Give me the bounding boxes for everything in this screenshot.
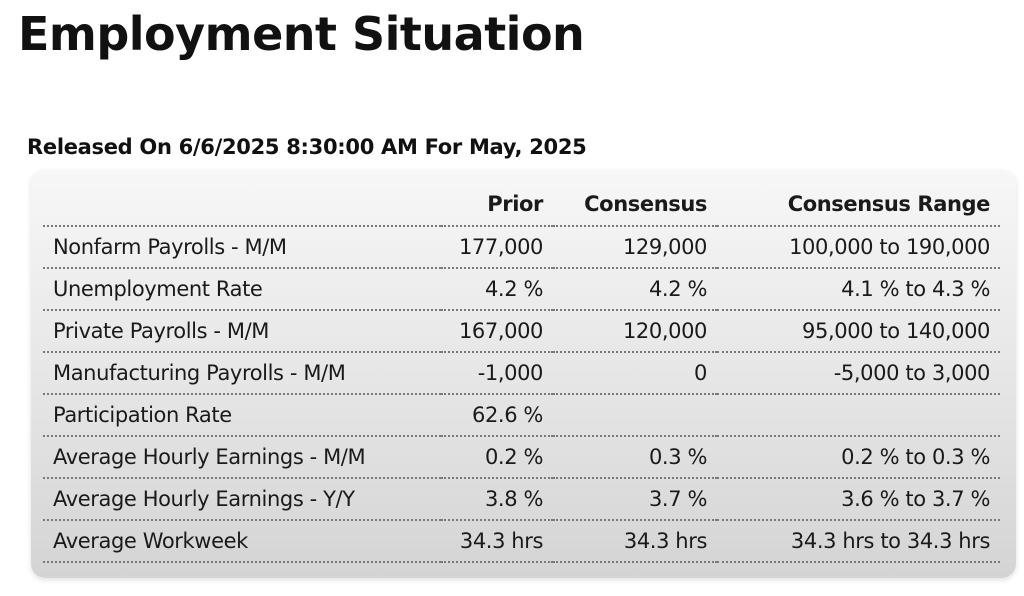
table-row: Average Hourly Earnings - M/M 0.2 % 0.3 …: [43, 436, 1000, 479]
consensus-range-value: 0.2 % to 0.3 %: [717, 436, 1000, 479]
prior-value: 0.2 %: [441, 436, 553, 479]
header-consensus-range: Consensus Range: [717, 182, 1000, 227]
prior-value: 62.6 %: [441, 394, 553, 437]
prior-value: -1,000: [441, 352, 553, 395]
consensus-value: [553, 394, 717, 437]
consensus-table: Prior Consensus Consensus Range Nonfarm …: [43, 182, 1000, 563]
table-row: Average Hourly Earnings - Y/Y 3.8 % 3.7 …: [43, 478, 1000, 521]
consensus-range-value: [717, 394, 1000, 437]
table-row: Average Workweek 34.3 hrs 34.3 hrs 34.3 …: [43, 520, 1000, 563]
consensus-range-value: 34.3 hrs to 34.3 hrs: [717, 520, 1000, 563]
indicator-name: Participation Rate: [43, 394, 441, 437]
table-row: Unemployment Rate 4.2 % 4.2 % 4.1 % to 4…: [43, 268, 1000, 311]
indicator-name: Average Hourly Earnings - Y/Y: [43, 478, 441, 521]
header-consensus: Consensus: [553, 182, 717, 227]
indicator-name: Average Workweek: [43, 520, 441, 563]
consensus-range-value: 3.6 % to 3.7 %: [717, 478, 1000, 521]
consensus-range-value: 4.1 % to 4.3 %: [717, 268, 1000, 311]
consensus-value: 0: [553, 352, 717, 395]
consensus-value: 120,000: [553, 310, 717, 353]
table-row: Manufacturing Payrolls - M/M -1,000 0 -5…: [43, 352, 1000, 395]
consensus-range-value: 100,000 to 190,000: [717, 226, 1000, 269]
table-header-row: Prior Consensus Consensus Range: [43, 182, 1000, 227]
table-row: Nonfarm Payrolls - M/M 177,000 129,000 1…: [43, 226, 1000, 269]
consensus-value: 4.2 %: [553, 268, 717, 311]
consensus-value: 3.7 %: [553, 478, 717, 521]
consensus-range-value: -5,000 to 3,000: [717, 352, 1000, 395]
prior-value: 177,000: [441, 226, 553, 269]
release-date-line: Released On 6/6/2025 8:30:00 AM For May,…: [27, 135, 587, 159]
indicator-name: Private Payrolls - M/M: [43, 310, 441, 353]
header-indicator: [43, 182, 441, 227]
page-title: Employment Situation: [18, 7, 585, 61]
indicator-name: Average Hourly Earnings - M/M: [43, 436, 441, 479]
table-row: Private Payrolls - M/M 167,000 120,000 9…: [43, 310, 1000, 353]
consensus-value: 129,000: [553, 226, 717, 269]
prior-value: 167,000: [441, 310, 553, 353]
indicator-name: Manufacturing Payrolls - M/M: [43, 352, 441, 395]
consensus-range-value: 95,000 to 140,000: [717, 310, 1000, 353]
prior-value: 4.2 %: [441, 268, 553, 311]
consensus-value: 34.3 hrs: [553, 520, 717, 563]
consensus-table-panel: Prior Consensus Consensus Range Nonfarm …: [31, 170, 1016, 578]
prior-value: 34.3 hrs: [441, 520, 553, 563]
prior-value: 3.8 %: [441, 478, 553, 521]
consensus-value: 0.3 %: [553, 436, 717, 479]
indicator-name: Nonfarm Payrolls - M/M: [43, 226, 441, 269]
header-prior: Prior: [441, 182, 553, 227]
table-row: Participation Rate 62.6 %: [43, 394, 1000, 437]
indicator-name: Unemployment Rate: [43, 268, 441, 311]
